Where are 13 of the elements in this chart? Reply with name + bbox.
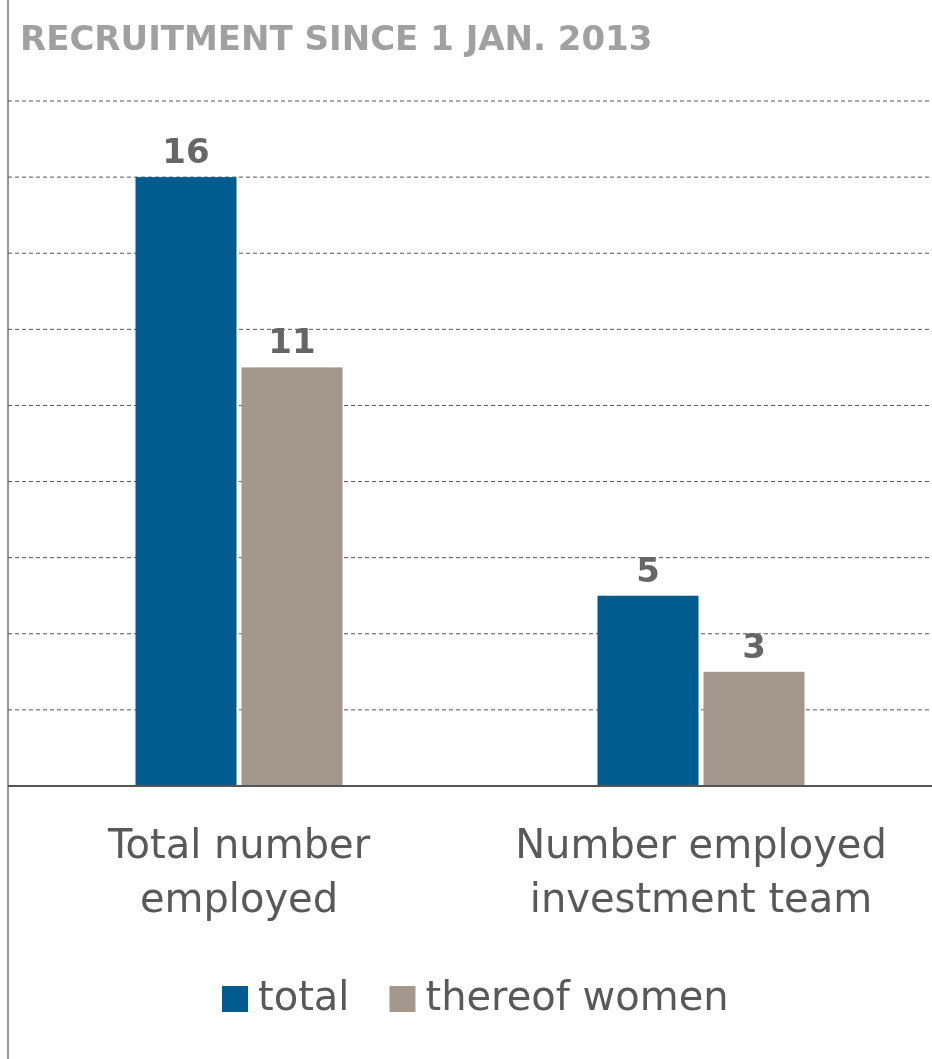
legend-label: total — [258, 973, 350, 1019]
data-label: 16 — [162, 131, 210, 172]
x-tick-label: Total number employed — [106, 821, 371, 921]
bar — [135, 177, 237, 786]
x-tick-label: Number employed investment team — [515, 821, 887, 921]
legend-label: thereof women — [425, 973, 729, 1019]
data-label: 3 — [742, 625, 766, 666]
bar — [703, 671, 805, 786]
bar — [597, 595, 699, 786]
chart-title: RECRUITMENT SINCE 1 JAN. 2013 — [20, 18, 653, 58]
data-label: 5 — [636, 549, 660, 590]
bar — [241, 367, 343, 786]
data-label: 11 — [268, 321, 316, 362]
